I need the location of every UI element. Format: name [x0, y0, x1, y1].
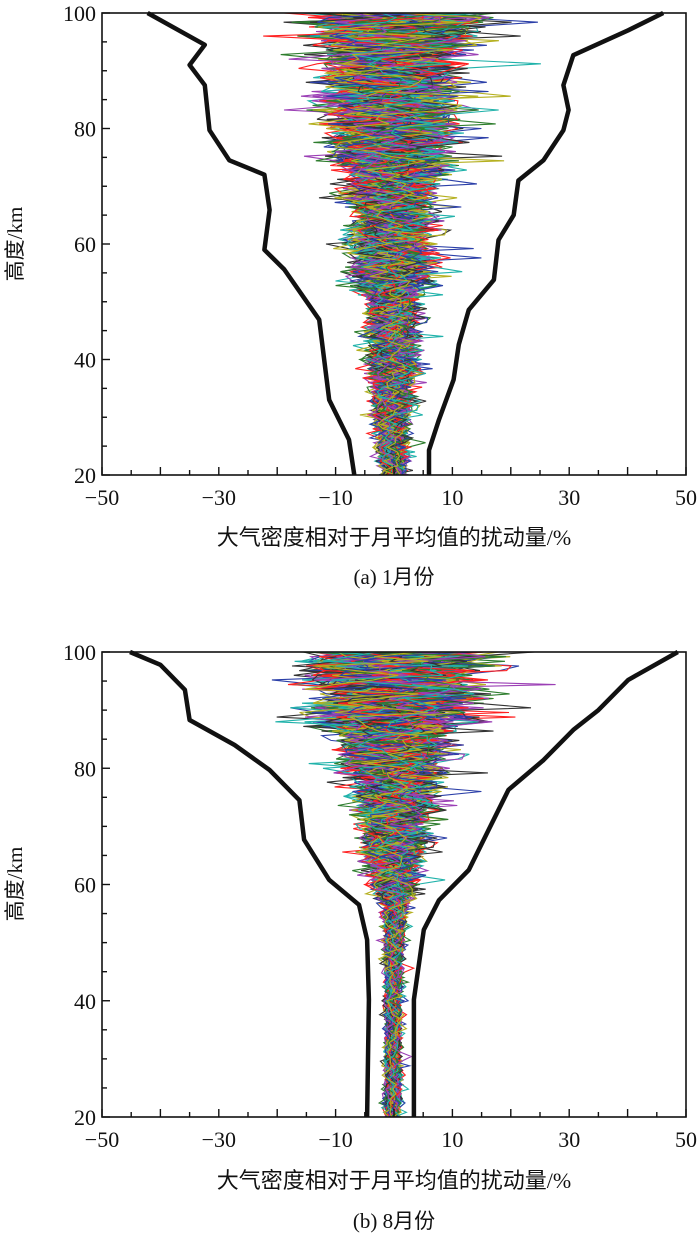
profile-line: [304, 652, 429, 1117]
profile-line: [338, 652, 475, 1117]
profile-line: [324, 13, 482, 475]
profile-lines: [271, 652, 556, 1117]
x-axis-label: 大气密度相对于月平均值的扰动量/%: [217, 525, 571, 550]
profile-lines: [263, 13, 541, 475]
x-tick-label: 50: [675, 485, 697, 510]
chart-panel-b: 高度/km 大气密度相对于月平均值的扰动量/% (b) 8月份 −50 −30 −1…: [3, 640, 697, 1233]
x-tick-label: −30: [202, 1127, 236, 1152]
x-tick-label: −10: [318, 485, 352, 510]
x-tick-label: −50: [85, 485, 119, 510]
profile-line: [325, 652, 532, 1117]
y-axis-label: 高度/km: [3, 207, 27, 282]
y-tick-label: 100: [63, 640, 96, 665]
x-tick-label: 30: [558, 1127, 580, 1152]
x-tick-label: −10: [318, 1127, 352, 1152]
x-tick-label: −50: [85, 1127, 119, 1152]
x-tick-label: 30: [558, 485, 580, 510]
y-tick-label: 80: [74, 117, 96, 142]
profile-line: [312, 652, 456, 1117]
envelope-left-line: [146, 11, 357, 476]
x-tick-label: 10: [441, 1127, 463, 1152]
envelope-left-line: [129, 649, 372, 1118]
x-tick-label: 50: [675, 1127, 697, 1152]
envelope-right-line: [411, 650, 679, 1117]
profile-line: [355, 652, 507, 1117]
y-tick-label: 100: [63, 1, 96, 26]
y-tick-label: 60: [74, 232, 96, 257]
y-tick-label: 80: [74, 756, 96, 781]
x-tick-label: −30: [202, 485, 236, 510]
y-tick-label: 20: [74, 1105, 96, 1130]
y-tick-label: 40: [74, 989, 96, 1014]
x-axis-label: 大气密度相对于月平均值的扰动量/%: [217, 1168, 571, 1193]
profile-line: [322, 13, 444, 475]
envelope-right-line: [426, 10, 665, 475]
panel-caption: (b) 8月份: [353, 1209, 435, 1233]
y-tick-label: 40: [74, 348, 96, 373]
x-tick-label: 10: [441, 485, 463, 510]
y-tick-label: 60: [74, 873, 96, 898]
panel-caption: (a) 1月份: [353, 565, 434, 589]
chart-panel-a: 高度/km 大气密度相对于月平均值的扰动量/% (a) 1月份 −50 −30 −1…: [3, 1, 697, 589]
y-axis-label: 高度/km: [3, 847, 27, 922]
y-tick-label: 20: [74, 463, 96, 488]
